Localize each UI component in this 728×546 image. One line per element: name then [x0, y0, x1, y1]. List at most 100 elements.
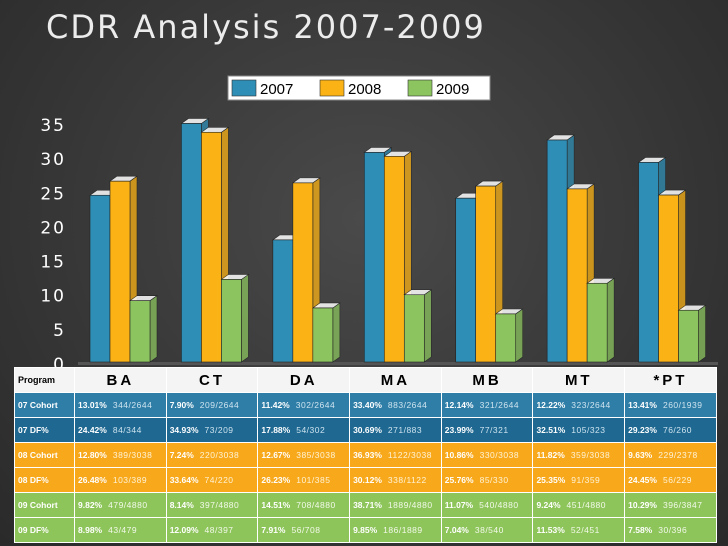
y-tick-label: 5: [53, 321, 66, 341]
cell-ratio: 883/2644: [387, 400, 428, 410]
cell-ratio: 220/3038: [199, 450, 240, 460]
table-cell: 7.58% 30/396: [624, 517, 717, 543]
legend-label: 2009: [436, 81, 469, 98]
row-label: 07 Cohort: [14, 392, 75, 418]
table-cell: 25.76% 85/330: [440, 467, 534, 493]
cell-ratio: 85/330: [479, 475, 509, 485]
table-cell: 26.23% 101/385: [257, 467, 351, 493]
table-cell: 26.48% 103/389: [74, 467, 167, 493]
cell-percent: 34.93%: [169, 425, 199, 435]
cell-percent: 26.48%: [78, 475, 107, 485]
bar-group-mb: [454, 180, 524, 363]
y-tick-label: 30: [40, 150, 66, 170]
table-cell: 7.90% 209/2644: [165, 392, 259, 418]
cell-ratio: 396/3847: [662, 500, 703, 510]
bar-group-ma: [363, 146, 433, 363]
cell-ratio: 229/2378: [658, 450, 698, 460]
cell-percent: 12.22%: [536, 400, 566, 410]
table-cell: 8.14% 397/4880: [165, 492, 259, 518]
cell-percent: 13.41%: [628, 400, 657, 410]
y-tick-label: 20: [40, 218, 66, 238]
bar-side: [241, 273, 249, 363]
bar-group-mt: [546, 134, 616, 363]
cell-ratio: 101/385: [296, 475, 331, 485]
bar-ma-2009: [403, 294, 425, 363]
table-cell: 9.63% 229/2378: [624, 442, 717, 468]
bar-side: [515, 308, 524, 363]
legend-swatch: [407, 79, 433, 97]
table-cell: 7.91% 56/708: [257, 517, 351, 543]
cell-percent: 33.64%: [169, 475, 199, 485]
bar-mb-2008: [475, 185, 497, 363]
cell-ratio: 344/2644: [112, 400, 153, 410]
cell-ratio: 385/3038: [296, 450, 336, 460]
cell-percent: 12.67%: [261, 450, 291, 460]
cell-percent: 36.93%: [353, 450, 382, 460]
chart-floor: [78, 362, 718, 365]
table-cell: 7.04% 38/540: [440, 517, 534, 543]
table-cell: 11.53% 52/451: [532, 517, 626, 543]
table-cell: 17.88% 54/302: [257, 417, 351, 443]
cell-ratio: 260/1939: [662, 400, 703, 410]
cell-percent: 23.99%: [444, 425, 474, 435]
table-cell: 25.35% 91/359: [532, 467, 626, 493]
legend-label: 2008: [348, 81, 381, 98]
cell-ratio: 43/479: [108, 525, 138, 535]
column-header: MT: [532, 367, 626, 393]
y-tick-label: 0: [53, 355, 66, 370]
bar-pt-2008: [658, 194, 679, 363]
bar-ba-2008: [109, 180, 131, 363]
cell-percent: 9.63%: [628, 450, 653, 460]
table-cell: 12.67% 385/3038: [257, 442, 351, 468]
table-cell: 30.12% 338/1122: [349, 467, 442, 493]
table-cell: 32.51% 105/323: [532, 417, 626, 443]
table-cell: 9.24% 451/4880: [532, 492, 626, 518]
cell-percent: 24.42%: [78, 425, 107, 435]
data-table: Program BA CT DA MA MB MT *PT 07 Cohort 13.01% 34…: [14, 367, 717, 543]
cell-percent: 30.12%: [353, 475, 382, 485]
bar-ma-2007: [363, 152, 385, 363]
cell-percent: 11.42%: [261, 400, 290, 410]
table-cell: 11.07% 540/4880: [440, 492, 534, 518]
bar-ct-2009: [221, 279, 242, 363]
table-cell: 12.22% 323/2644: [532, 392, 626, 418]
cell-ratio: 1122/3038: [387, 450, 432, 460]
cell-percent: 7.90%: [169, 400, 194, 410]
cell-ratio: 91/359: [571, 475, 601, 485]
cell-percent: 10.86%: [444, 450, 474, 460]
chart-legend: 2007 2008 2009: [227, 75, 491, 101]
bar-ct-2007: [181, 123, 202, 363]
row-label: 09 Cohort: [14, 492, 75, 518]
cell-percent: 17.88%: [261, 425, 291, 435]
row-label: 07 DF%: [14, 417, 75, 443]
cell-ratio: 271/883: [387, 425, 423, 435]
legend-box: [227, 75, 491, 101]
bar-ma-2008: [383, 156, 405, 363]
table-cell: 24.45% 56/229: [624, 467, 717, 493]
row-label: 08 Cohort: [14, 442, 75, 468]
cell-percent: 7.24%: [169, 450, 194, 460]
table-row: 07 Cohort 13.01% 344/2644 7.90% 209/2644 11.4…: [14, 392, 717, 418]
table-cell: 29.23% 76/260: [624, 417, 717, 443]
column-header: DA: [257, 367, 351, 393]
table-cell: 9.82% 479/4880: [74, 492, 167, 518]
legend-swatch: [319, 79, 345, 97]
cell-percent: 30.69%: [353, 425, 382, 435]
cell-ratio: 76/260: [662, 425, 692, 435]
cell-percent: 25.35%: [536, 475, 566, 485]
table-cell: 10.29% 396/3847: [624, 492, 717, 518]
cell-ratio: 30/396: [658, 525, 688, 535]
cell-ratio: 302/2644: [295, 400, 336, 410]
bar-mt-2008: [566, 188, 588, 363]
y-axis: 0 5 10 15 20 25 30 35: [40, 116, 718, 370]
cell-percent: 9.82%: [78, 500, 103, 510]
bar-group-ct: [180, 117, 250, 363]
y-tick-label: 35: [40, 116, 66, 136]
cell-ratio: 77/321: [479, 425, 509, 435]
table-cell: 7.24% 220/3038: [165, 442, 259, 468]
cell-ratio: 708/4880: [296, 500, 336, 510]
bar-side: [332, 302, 341, 363]
cell-percent: 9.85%: [353, 525, 378, 535]
cell-ratio: 389/3038: [112, 450, 153, 460]
bar-ba-2009: [129, 300, 151, 363]
